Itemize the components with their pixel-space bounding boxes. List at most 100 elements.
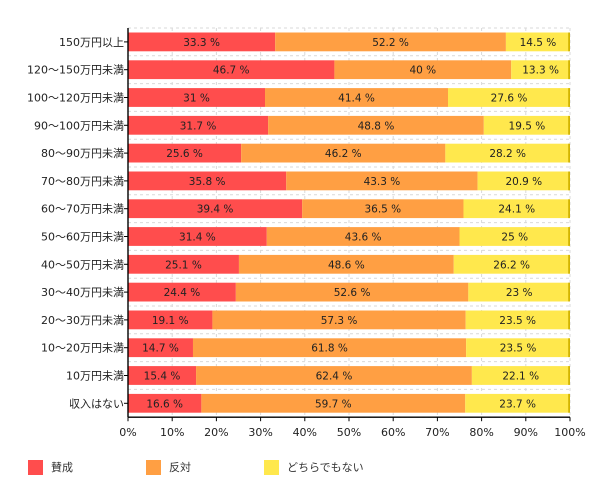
x-tick-label: 20%	[204, 426, 228, 439]
data-label: 33.3 %	[183, 37, 220, 49]
data-label: 61.8 %	[311, 343, 348, 355]
bar-end-edge	[568, 366, 570, 385]
category-label: 120〜150万円未満	[27, 64, 124, 77]
legend-item-agree: 賛成	[28, 456, 73, 478]
bar-segment	[265, 88, 449, 107]
data-label: 48.8 %	[358, 120, 395, 132]
x-tick-label: 30%	[248, 426, 272, 439]
category-label: 60〜70万円未満	[41, 203, 124, 216]
category-label: 100〜120万円未満	[27, 92, 124, 105]
x-tick-label: 50%	[337, 426, 361, 439]
bar-end-edge	[568, 227, 570, 246]
data-label: 43.6 %	[345, 232, 382, 244]
data-label: 25 %	[501, 232, 528, 244]
category-label: 80〜90万円未満	[41, 147, 124, 160]
x-tick-label: 0%	[119, 426, 136, 439]
legend-item-neutral: どちらでもない	[264, 456, 364, 478]
category-label: 40〜50万円未満	[41, 258, 124, 271]
bar-end-edge	[568, 254, 570, 274]
bar-end-edge	[568, 282, 570, 302]
legend-label-oppose: 反対	[169, 460, 191, 474]
bar-segment	[238, 254, 454, 274]
bar-segment	[128, 32, 276, 52]
data-label: 19.5 %	[509, 120, 546, 132]
bar-end-edge	[568, 60, 570, 80]
bar-segment	[448, 88, 570, 107]
bar-end-edge	[568, 171, 570, 191]
legend-label-neutral: どちらでもない	[287, 460, 364, 474]
bar-segment	[466, 338, 570, 358]
category-label: 70〜80万円未満	[41, 175, 124, 188]
bar-segment	[128, 310, 213, 330]
legend-label-agree: 賛成	[51, 460, 73, 474]
data-label: 36.5 %	[364, 204, 401, 216]
bar-segment	[128, 254, 239, 274]
data-label: 59.7 %	[315, 398, 352, 410]
bar-segment	[505, 32, 570, 52]
category-label: 収入はない	[69, 397, 124, 410]
data-label: 16.6 %	[146, 398, 183, 410]
data-label: 46.2 %	[325, 148, 362, 160]
bar-segment	[201, 393, 466, 413]
bar-segment	[465, 310, 570, 330]
data-label: 52.2 %	[372, 37, 409, 49]
legend-swatch-oppose	[146, 459, 161, 475]
data-label: 52.6 %	[334, 287, 371, 299]
bar-segment	[468, 282, 570, 302]
data-label: 41.4 %	[338, 93, 375, 105]
data-label: 24.1 %	[498, 204, 535, 216]
bar-segment	[334, 60, 512, 80]
data-label: 23.7 %	[499, 398, 536, 410]
bar-segment	[463, 199, 570, 219]
data-label: 40 %	[409, 65, 436, 77]
legend-item-oppose: 反対	[146, 456, 191, 478]
x-tick-label: 80%	[469, 426, 493, 439]
bar-end-edge	[568, 115, 570, 135]
data-label: 23.5 %	[499, 315, 536, 327]
x-tick-label: 40%	[293, 426, 317, 439]
bar-segment	[268, 115, 484, 135]
data-label: 25.6 %	[166, 148, 203, 160]
bar-segment	[128, 60, 335, 80]
bar-end-edge	[568, 310, 570, 330]
bar-segment	[459, 227, 570, 246]
bar-segment	[483, 115, 570, 135]
category-label: 10万円未満	[66, 370, 124, 383]
data-label: 23 %	[506, 287, 533, 299]
data-label: 20.9 %	[505, 176, 542, 188]
bar-segment	[128, 366, 197, 385]
bar-segment	[128, 227, 267, 246]
bar-segment	[196, 366, 472, 385]
x-tick-label: 90%	[514, 426, 538, 439]
bar-segment	[471, 366, 570, 385]
data-label: 25.1 %	[165, 259, 202, 271]
bar-segment	[302, 199, 464, 219]
data-label: 35.8 %	[189, 176, 226, 188]
data-label: 14.7 %	[142, 343, 179, 355]
bar-end-edge	[568, 393, 570, 413]
data-label: 46.7 %	[213, 65, 250, 77]
data-label: 31.7 %	[180, 120, 217, 132]
category-label: 90〜100万円未満	[34, 119, 124, 132]
bar-segment	[453, 254, 570, 274]
data-label: 31.4 %	[179, 232, 216, 244]
bar-segment	[286, 171, 478, 191]
bar-segment	[511, 60, 570, 80]
bar-segment	[266, 227, 460, 246]
data-label: 57.3 %	[321, 315, 358, 327]
category-label: 30〜40万円未満	[41, 286, 124, 299]
data-label: 62.4 %	[316, 371, 353, 383]
bar-end-edge	[568, 32, 570, 52]
bar-segment	[275, 32, 506, 52]
data-label: 27.6 %	[491, 93, 528, 105]
bar-segment	[128, 171, 287, 191]
bar-segment	[128, 88, 266, 107]
data-label: 28.2 %	[489, 148, 526, 160]
bar-segment	[128, 282, 236, 302]
data-label: 39.4 %	[197, 204, 234, 216]
bar-segment	[192, 338, 467, 358]
data-label: 22.1 %	[502, 371, 539, 383]
bar-segment	[241, 143, 446, 163]
data-label: 14.5 %	[520, 37, 557, 49]
